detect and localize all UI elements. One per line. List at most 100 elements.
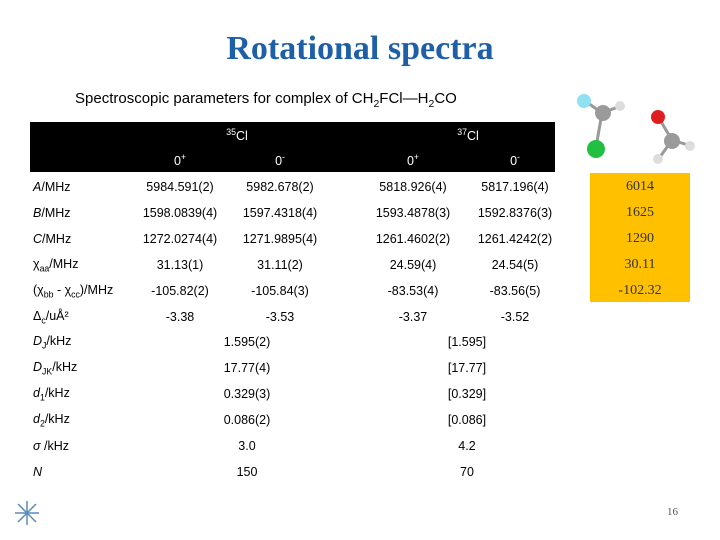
italic-run: C [33, 231, 43, 246]
subscript: 2 [428, 98, 435, 110]
table-cell: 24.54(5) [491, 257, 539, 272]
page-number: 16 [667, 506, 678, 518]
italic-run: N [33, 464, 43, 479]
text-run: /uÅ² [45, 308, 69, 323]
reference-cell: 1290 [626, 230, 654, 246]
text-run: /kHz [40, 439, 70, 453]
subscript: 2 [373, 98, 380, 110]
table-cell: 31.11(2) [257, 257, 303, 272]
superscript: - [517, 151, 520, 162]
logo [15, 501, 39, 525]
state-header: 0+ [407, 152, 419, 168]
subscript: aa [39, 262, 50, 273]
subscript: cc [71, 288, 80, 299]
superscript: - [282, 151, 285, 162]
row-label: DJ/kHz [33, 334, 71, 351]
row-label: A/MHz [33, 180, 71, 194]
row-label: N [33, 465, 42, 479]
italic-run: σ [33, 439, 41, 453]
table-cell: -3.38 [165, 309, 195, 324]
table-cell: [0.329] [447, 387, 487, 402]
table-cell: 24.59(4) [389, 257, 437, 272]
table-cell: 0.329(3) [223, 387, 271, 402]
row-label: Δc/uÅ² [33, 308, 69, 325]
text-run: /kHz [44, 411, 70, 426]
table-cell: [17.77] [447, 361, 487, 376]
table-cell: -3.52 [500, 309, 530, 324]
italic-run: D [33, 334, 43, 349]
table-cell: -3.53 [265, 309, 295, 324]
reference-cell: 30.11 [624, 256, 656, 272]
reference-column [590, 173, 690, 302]
title: Rotational spectra [226, 30, 494, 67]
italic-run: D [33, 360, 43, 375]
row-label: B/MHz [33, 206, 71, 220]
subscript: J [42, 340, 47, 351]
isotopologue-header: 37Cl [457, 127, 479, 143]
row-label: (χbb - χcc)/MHz [33, 282, 113, 299]
table-cell: 1592.8376(3) [477, 205, 553, 220]
text-run: 0 [275, 154, 283, 169]
row-label: DJK/kHz [33, 360, 77, 377]
table-cell: 5817.196(4) [481, 180, 549, 194]
subscript: 1 [39, 392, 45, 403]
row-label: χaa/MHz [33, 256, 78, 273]
table-cell: -83.56(5) [489, 283, 541, 298]
table-cell: 150 [236, 464, 258, 479]
reference-cell: 1625 [626, 204, 654, 220]
text-run: Δ [33, 308, 42, 323]
text-run: /MHz [49, 256, 79, 271]
table-cell: 1261.4242(2) [477, 231, 553, 246]
text-run: 0 [406, 154, 414, 169]
text-run: Cl [235, 129, 248, 144]
subtitle: Spectroscopic parameters for complex of … [75, 90, 457, 110]
text-run: /kHz [46, 334, 72, 349]
text-run: /MHz [41, 180, 71, 194]
table-cell: 1593.4878(3) [375, 205, 451, 220]
text-run: (χ [33, 282, 44, 297]
table-cell: 5984.591(2) [146, 180, 214, 194]
table-cell: 1272.0274(4) [142, 231, 218, 246]
text-run: CO [434, 90, 457, 107]
table-cell: 5982.678(2) [246, 180, 314, 194]
superscript: 35 [226, 126, 236, 137]
text-run: /MHz [42, 231, 72, 246]
reference-cell: -102.32 [618, 282, 662, 298]
italic-run: B [33, 205, 42, 220]
text-run: /kHz [52, 360, 78, 375]
text-run: )/MHz [79, 282, 114, 297]
subscript: 2 [39, 418, 45, 429]
table-cell: 3.0 [238, 439, 256, 453]
reference-cell: 6014 [626, 179, 654, 194]
superscript: + [413, 151, 420, 162]
italic-run: d [33, 385, 40, 400]
table-cell: 1261.4602(2) [375, 231, 451, 246]
text-run: 0 [510, 154, 518, 169]
state-header: 0+ [174, 152, 186, 168]
table-cell: 5818.926(4) [379, 180, 447, 194]
subscript: bb [43, 288, 54, 299]
italic-run: d [33, 411, 40, 426]
header-band [30, 122, 555, 172]
table-cell: -105.82(2) [151, 283, 209, 298]
table-cell: 4.2 [458, 439, 476, 453]
table-cell: 0.086(2) [223, 413, 271, 428]
table-cell: 31.13(1) [156, 257, 204, 272]
superscript: 37 [457, 126, 467, 137]
table-cell: 1271.9895(4) [242, 231, 318, 246]
text-run: Cl [466, 129, 479, 144]
state-header: 0- [275, 152, 285, 168]
row-label: d2/kHz [33, 412, 70, 429]
table-cell: -3.37 [398, 309, 428, 324]
table-cell: [1.595] [447, 335, 487, 350]
table-cell: 1.595(2) [223, 335, 271, 350]
table-cell: 1598.0839(4) [142, 205, 218, 220]
table-cell: [0.086] [447, 413, 487, 428]
text-run: 0 [173, 154, 181, 169]
table-cell: -83.53(4) [387, 283, 439, 298]
italic-run: A [33, 180, 42, 194]
text-run: χ [33, 256, 40, 271]
text-run: Spectroscopic parameters for complex of … [75, 90, 374, 107]
subscript: c [41, 314, 46, 325]
row-label: C/MHz [33, 232, 71, 246]
